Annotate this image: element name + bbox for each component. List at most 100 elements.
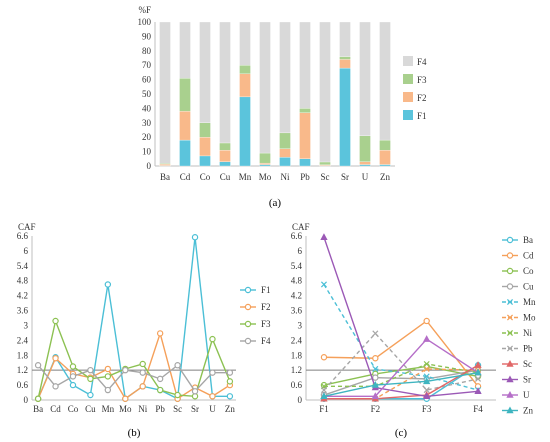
panel-b-y-tick-label: 1.8: [17, 350, 29, 360]
legend-label-Mo: Mo: [523, 313, 536, 323]
point-F2: [104, 365, 112, 373]
bar-segment-F2-Pb: [299, 112, 311, 159]
legend-marker-Mn-b: [506, 298, 514, 306]
legend-marker-Ni: [506, 329, 514, 337]
panel-a-x-tick-label: Zn: [380, 172, 390, 182]
bar-segment-F3-Sr: [339, 56, 351, 60]
legend-label-Ba: Ba: [523, 235, 533, 245]
legend-swatch-F1: [403, 110, 413, 120]
panel-a-x-tick-label: Sr: [341, 172, 349, 182]
legend-swatch-F4: [403, 56, 413, 66]
point-F4: [122, 366, 129, 374]
bar-segment-F4-Ni: [279, 21, 291, 134]
panel-a-chart: 0 10 20 30 40 50 60 70 80 90 100 %F Ba Cd Co Cu Mn Mo Ni Pb…: [138, 5, 428, 209]
bar-segment-F4-Mn: [239, 21, 251, 66]
bar-segment-F3-Sc: [319, 161, 331, 165]
point-F4: [104, 386, 112, 394]
panel-c-y-tick-label: 5.4: [291, 261, 303, 271]
legend-label-Sr: Sr: [523, 375, 531, 385]
series-line-Co: [323, 365, 479, 386]
series-line-Ni: [323, 363, 479, 388]
point-Sr: [423, 392, 431, 399]
bar-segment-F3-Ni: [279, 132, 291, 149]
point-Pb: [423, 387, 430, 394]
legend-marker-Pb-b: [506, 345, 514, 352]
panel-b-x-tick-label: Zn: [225, 404, 235, 414]
point-F3: [156, 386, 164, 394]
point-Sr: [474, 387, 482, 395]
legend-marker-Co: [506, 267, 514, 275]
legend-label-F2: F2: [261, 302, 271, 312]
legend-label-F1: F1: [261, 285, 271, 295]
panel-c-y-tick-label: 1.2: [291, 365, 302, 375]
point-Pb: [320, 387, 327, 394]
point-Mn-b: [423, 373, 430, 380]
point-F1: [87, 391, 94, 399]
point-F2: [156, 330, 164, 337]
bar-segment-F1-Cd: [179, 139, 191, 167]
point-F3: [209, 335, 216, 343]
legend-marker-Mo: [506, 314, 514, 321]
panel-a-y-tick-label: 70: [142, 60, 152, 70]
point-Zn: [320, 392, 328, 399]
legend-label-F1: F1: [417, 111, 427, 121]
point-F2: [52, 355, 59, 362]
bar-segment-F1-Ni: [279, 157, 291, 167]
legend-marker-F3: [244, 320, 252, 328]
series-line-Sr: [323, 237, 479, 397]
panel-a-y-tick-label: 30: [142, 118, 152, 128]
point-F4: [139, 369, 146, 376]
panel-b-y-tick-label: 4.2: [17, 291, 28, 301]
legend-label-F3: F3: [261, 319, 271, 329]
panel-label-b: (b): [128, 427, 141, 439]
panel-c-y-tick-label: 4.8: [291, 276, 303, 286]
bar-segment-F3-Cd: [179, 78, 191, 112]
point-Cd: [372, 355, 379, 362]
bar-segment-F1-Pb: [299, 158, 311, 167]
bar-segment-F4-Pb: [299, 21, 311, 109]
point-F3: [226, 378, 234, 385]
point-F2: [139, 383, 146, 390]
panel-c-y-tick-label: 6: [298, 246, 303, 256]
point-F4: [34, 362, 42, 369]
panel-label-c: (c): [395, 427, 408, 439]
panel-b-x-tick-label: Co: [68, 404, 79, 414]
legend-marker-Mn: [506, 298, 514, 306]
point-F4: [209, 369, 216, 376]
point-Pb-b: [475, 375, 482, 382]
point-F3: [139, 360, 146, 368]
panel-b-y-tick-label: 3: [24, 320, 29, 330]
point-Cd: [320, 354, 328, 361]
point-Zn: [423, 377, 431, 385]
panel-c-y-tick-label: 6.6: [291, 231, 303, 241]
bar-segment-F2-Zn: [379, 150, 391, 165]
legend-marker-F2: [244, 303, 252, 311]
bar-segment-F2-Cd: [179, 111, 191, 141]
point-F3: [52, 317, 59, 325]
panel-a-y-tick-label: 20: [142, 132, 152, 142]
bar-segment-F4-Mo: [259, 21, 271, 154]
bar-segment-F1-Mo: [259, 164, 271, 167]
panel-b-y-tick-label: 6: [24, 246, 29, 256]
panel-a-y-tick-label: 0: [147, 161, 152, 171]
legend-marker-F4: [244, 337, 252, 345]
bar-segment-F1-U: [359, 164, 371, 167]
point-F3: [104, 373, 112, 380]
panel-c-y-tick-label: 4.2: [291, 291, 302, 301]
point-F3: [69, 363, 77, 370]
panel-a-y-tick-label: 10: [142, 147, 152, 157]
panel-b-x-tick-label: Sr: [191, 404, 199, 414]
panel-c-x-tick-label: F3: [422, 404, 432, 414]
panel-a-x-tick-label: Ni: [281, 172, 290, 182]
legend-marker-Sr: [506, 375, 514, 383]
panel-b-y-tick-label: 0: [24, 395, 29, 405]
point-Ni: [423, 360, 430, 367]
legend-marker-U: [506, 390, 514, 398]
point-U: [371, 392, 379, 399]
panel-c-x-tick-label: F1: [319, 404, 329, 414]
bar-segment-F4-Ba: [159, 21, 171, 164]
